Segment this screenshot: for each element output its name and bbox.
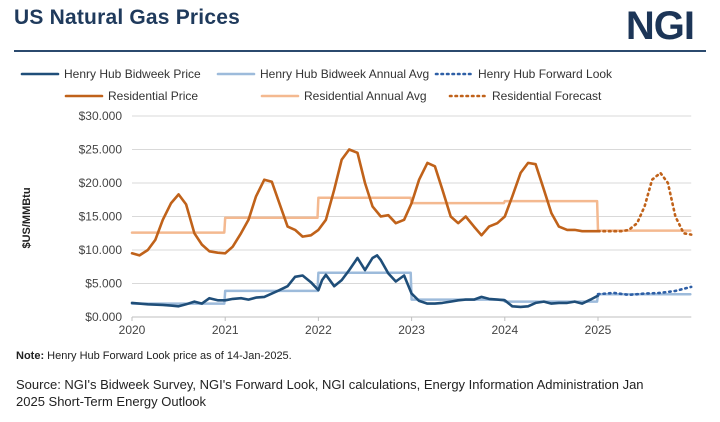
legend-item-residential-annual-avg: Residential Annual Avg — [260, 89, 427, 103]
line-chart: Henry Hub Bidweek Price Henry Hub Bidweek… — [20, 67, 693, 337]
y-tick-label: $30.000 — [79, 109, 123, 123]
ngi-logo: NGI — [625, 4, 695, 48]
series-line-henry-hub-bidweek-price — [130, 254, 600, 309]
legend: Henry Hub Bidweek Price Henry Hub Bidweek… — [20, 67, 613, 103]
y-tick-label: $5.000 — [85, 277, 122, 291]
source-text: Source: NGI's Bidweek Survey, NGI's Forw… — [16, 377, 644, 409]
y-tick-label: $0.000 — [85, 310, 122, 324]
y-axis-label: $US/MMBtu — [21, 187, 33, 248]
y-tick-label: $15.000 — [79, 210, 123, 224]
chart-note: Note: Henry Hub Forward Look price as of… — [16, 350, 292, 362]
x-tick-label: 2025 — [585, 323, 612, 337]
page-title: US Natural Gas Prices — [14, 6, 240, 29]
y-tick-label: $20.000 — [79, 176, 123, 190]
title-divider — [14, 50, 706, 52]
legend-label: Henry Hub Forward Look — [478, 67, 613, 81]
x-tick-label: 2022 — [305, 323, 332, 337]
series-line-residential-forecast — [596, 171, 693, 236]
legend-label: Residential Price — [108, 89, 198, 103]
y-tick-label: $25.000 — [79, 143, 123, 157]
legend-item-henry-hub-bidweek-annual-avg: Henry Hub Bidweek Annual Avg — [216, 67, 429, 81]
legend-label: Residential Forecast — [492, 89, 602, 103]
series-line-henry-hub-forward-look — [596, 285, 693, 297]
note-label: Note: — [16, 350, 45, 362]
legend-item-henry-hub-bidweek-price: Henry Hub Bidweek Price — [20, 67, 201, 81]
x-tick-label: 2024 — [491, 323, 518, 337]
x-axis-ticks: 2020 2021 2022 2023 2024 2025 — [119, 317, 612, 337]
series-lines — [130, 148, 693, 309]
legend-label: Henry Hub Bidweek Annual Avg — [260, 67, 429, 81]
legend-label: Residential Annual Avg — [304, 89, 427, 103]
series-line-residential-price — [130, 148, 600, 257]
note-text: Henry Hub Forward Look price as of 14-Ja… — [44, 350, 292, 362]
legend-item-residential-price: Residential Price — [64, 89, 198, 103]
x-tick-label: 2020 — [119, 323, 146, 337]
series-line-henry-hub-bidweek-annual-avg — [130, 271, 692, 305]
y-axis-ticks: $0.000 $5.000 $10.000 $15.000 $20.000 $25.000… — [79, 109, 123, 324]
legend-item-henry-hub-forward-look: Henry Hub Forward Look — [434, 67, 613, 81]
x-tick-label: 2021 — [212, 323, 239, 337]
y-tick-label: $10.000 — [79, 243, 123, 257]
legend-item-residential-forecast: Residential Forecast — [448, 89, 602, 103]
x-tick-label: 2023 — [398, 323, 425, 337]
legend-label: Henry Hub Bidweek Price — [64, 67, 201, 81]
